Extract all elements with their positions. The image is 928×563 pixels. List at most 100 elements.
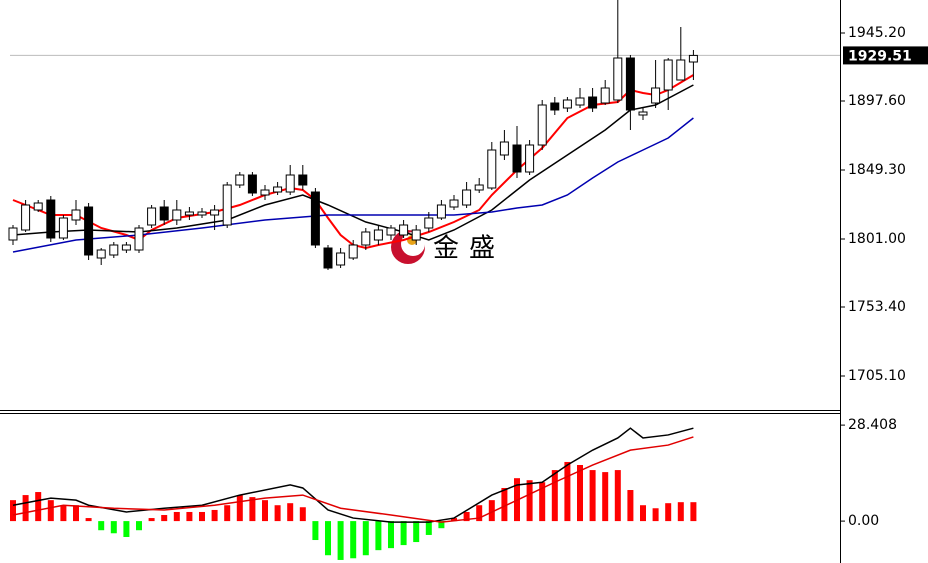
candle (462, 182, 472, 208)
candle-body (71, 209, 81, 221)
candle-body (96, 249, 106, 259)
candle (361, 228, 371, 250)
y-tick-label: 1753.40 (848, 299, 906, 315)
candle (58, 215, 68, 240)
candle-body (449, 199, 459, 208)
candle-body (247, 174, 257, 194)
histogram-bar (501, 487, 508, 522)
histogram-bar (211, 509, 218, 522)
line-series (12, 436, 694, 523)
candle (147, 205, 157, 228)
candle-body (424, 217, 434, 229)
candle (550, 97, 560, 115)
candle-body (298, 174, 308, 186)
histogram-bar (312, 521, 319, 541)
candle-body (386, 227, 396, 236)
candle (424, 212, 434, 232)
histogram-bar (287, 503, 294, 522)
candle (562, 97, 572, 112)
histogram-bar (539, 482, 546, 522)
candle-body (676, 59, 686, 81)
candle-body (550, 102, 560, 111)
y-tick-label: 28.408 (848, 417, 897, 433)
histogram-bar (665, 503, 672, 522)
candle (336, 248, 346, 268)
candle-body (58, 217, 68, 239)
candle (411, 225, 421, 245)
histogram-bar (602, 472, 609, 522)
candle (46, 196, 56, 242)
y-tick-label: 1705.10 (848, 368, 906, 384)
candle (663, 58, 673, 110)
candle-body (109, 244, 119, 256)
histogram-bar (388, 521, 394, 549)
candle (613, 0, 623, 103)
candle (260, 185, 270, 200)
candle (235, 172, 245, 188)
candle (499, 130, 509, 160)
candle (575, 88, 585, 108)
histogram-bar (236, 495, 243, 522)
candle-body (8, 227, 18, 241)
y-tick-label: 1801.00 (848, 231, 906, 247)
candle (285, 165, 295, 195)
candle-body (512, 144, 522, 173)
candle-body (310, 191, 320, 246)
candle-body (462, 189, 472, 206)
candle (310, 188, 320, 248)
histogram-bar (173, 511, 180, 522)
candle-body (197, 211, 207, 216)
histogram-bar (463, 511, 470, 522)
candle (21, 200, 31, 232)
histogram-bar (438, 521, 445, 529)
candle-body (121, 244, 131, 251)
candle (96, 248, 106, 265)
histogram-bar (47, 500, 54, 522)
candle-body (84, 206, 94, 256)
histogram-bar (249, 497, 256, 522)
line-series (12, 84, 694, 241)
candle-body (134, 227, 144, 251)
histogram-bar (325, 521, 331, 556)
candle-body (562, 99, 572, 109)
candle-body (436, 204, 446, 219)
logo: 金盛 (391, 230, 495, 264)
candle-body (184, 211, 194, 216)
histogram-bar (35, 492, 42, 522)
candle-body (474, 184, 484, 191)
histogram-bar (677, 502, 684, 522)
candle (625, 55, 635, 130)
histogram-bar (564, 461, 571, 522)
candle (71, 200, 81, 225)
candle-body (361, 231, 371, 246)
y-tick-label: 1849.30 (848, 162, 906, 178)
histogram-bar (614, 470, 621, 522)
histogram-bar (60, 505, 67, 522)
candle (537, 100, 547, 150)
candle (651, 60, 661, 108)
histogram-bar (589, 470, 596, 522)
candle-body (600, 87, 610, 104)
histogram-bar (337, 521, 344, 560)
candle-body (323, 247, 333, 269)
y-tick-label: 1897.60 (848, 93, 906, 109)
candle-body (222, 184, 232, 226)
candle-body (411, 229, 421, 241)
candle (197, 208, 207, 218)
candle (512, 126, 522, 178)
histogram-bar (652, 508, 659, 522)
candle (134, 225, 144, 253)
y-tick-label: 0.00 (848, 513, 879, 529)
candle-body (159, 206, 169, 221)
candle-body (688, 54, 698, 63)
candle-body (613, 57, 623, 101)
histogram-bar (400, 521, 407, 546)
histogram-bar (551, 470, 558, 522)
candle-body (46, 199, 56, 239)
candle (121, 242, 131, 253)
candle-body (537, 104, 547, 146)
candle (298, 165, 308, 190)
candle (676, 27, 686, 81)
histogram-bar (73, 505, 79, 522)
